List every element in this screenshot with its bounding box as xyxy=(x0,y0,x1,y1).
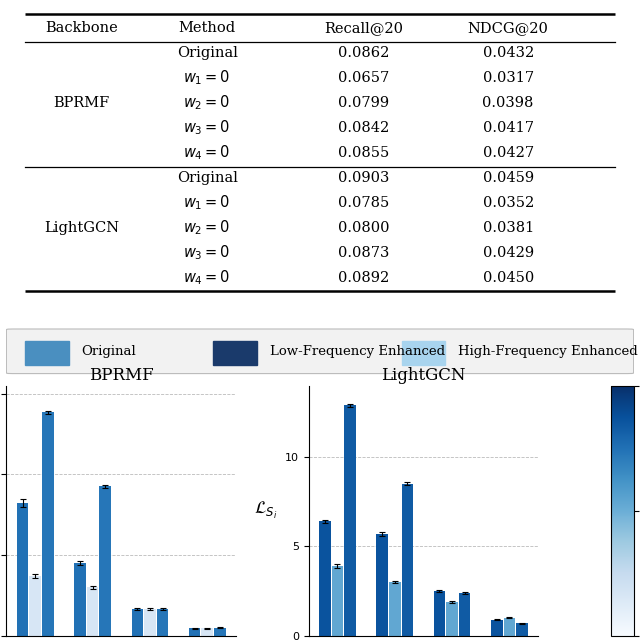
Bar xyxy=(25,341,69,365)
Text: 0.0873: 0.0873 xyxy=(338,246,390,260)
Text: 0.0785: 0.0785 xyxy=(339,196,390,210)
Bar xyxy=(332,566,343,636)
Text: 0.0903: 0.0903 xyxy=(338,171,390,185)
Text: Recall@20: Recall@20 xyxy=(324,21,403,35)
Bar xyxy=(157,609,168,636)
Text: $w_2 = 0$: $w_2 = 0$ xyxy=(184,94,231,112)
Bar xyxy=(213,341,257,365)
Text: 0.0317: 0.0317 xyxy=(483,71,534,85)
Bar xyxy=(17,503,28,636)
Text: 0.0429: 0.0429 xyxy=(483,246,534,260)
Bar xyxy=(434,591,445,636)
Text: 0.0892: 0.0892 xyxy=(339,271,390,284)
Bar xyxy=(401,341,445,365)
Text: Original: Original xyxy=(82,345,136,358)
Text: 0.0450: 0.0450 xyxy=(483,271,534,284)
Bar xyxy=(459,593,470,636)
Text: $w_1 = 0$: $w_1 = 0$ xyxy=(184,69,231,87)
Text: NDCG@20: NDCG@20 xyxy=(468,21,548,35)
Bar xyxy=(401,484,413,636)
Text: $w_4 = 0$: $w_4 = 0$ xyxy=(184,268,231,287)
Text: 0.0417: 0.0417 xyxy=(483,121,534,135)
Text: 0.0842: 0.0842 xyxy=(339,121,390,135)
Title: LightGCN: LightGCN xyxy=(381,367,466,384)
Bar xyxy=(29,576,41,636)
Text: $w_4 = 0$: $w_4 = 0$ xyxy=(184,144,231,162)
Y-axis label: $\mathcal{L}_{S_i}$: $\mathcal{L}_{S_i}$ xyxy=(253,500,277,521)
Text: LightGCN: LightGCN xyxy=(44,221,119,235)
Bar xyxy=(87,587,99,636)
Bar xyxy=(144,609,156,636)
Text: 0.0459: 0.0459 xyxy=(483,171,534,185)
Text: 0.0398: 0.0398 xyxy=(483,96,534,110)
Bar xyxy=(319,521,331,636)
Text: High-Frequency Enhanced: High-Frequency Enhanced xyxy=(458,345,637,358)
Text: Low-Frequency Enhanced: Low-Frequency Enhanced xyxy=(270,345,445,358)
Text: 0.0432: 0.0432 xyxy=(483,46,534,60)
Text: 0.0381: 0.0381 xyxy=(483,221,534,235)
Text: 0.0799: 0.0799 xyxy=(339,96,390,110)
Bar xyxy=(202,629,213,636)
Text: 0.0352: 0.0352 xyxy=(483,196,534,210)
Text: $w_2 = 0$: $w_2 = 0$ xyxy=(184,218,231,237)
Text: $w_1 = 0$: $w_1 = 0$ xyxy=(184,193,231,212)
Text: $w_3 = 0$: $w_3 = 0$ xyxy=(184,119,231,137)
Text: BPRMF: BPRMF xyxy=(54,96,110,110)
Bar xyxy=(389,582,401,636)
Bar xyxy=(99,487,111,636)
Text: Method: Method xyxy=(179,21,236,35)
Text: Original: Original xyxy=(177,171,237,185)
Text: 0.0855: 0.0855 xyxy=(339,146,390,160)
Text: 0.0862: 0.0862 xyxy=(338,46,390,60)
Bar xyxy=(344,405,356,636)
Bar xyxy=(189,629,200,636)
Title: BPRMF: BPRMF xyxy=(89,367,154,384)
Bar xyxy=(214,627,226,636)
Bar xyxy=(42,412,54,636)
Text: 0.0657: 0.0657 xyxy=(339,71,390,85)
Text: Original: Original xyxy=(177,46,237,60)
Text: 0.0427: 0.0427 xyxy=(483,146,534,160)
Bar xyxy=(491,620,502,636)
Bar xyxy=(132,609,143,636)
Bar xyxy=(376,534,388,636)
Bar xyxy=(504,618,515,636)
Bar xyxy=(446,602,458,636)
FancyBboxPatch shape xyxy=(6,329,634,374)
Text: 0.0800: 0.0800 xyxy=(338,221,390,235)
Text: Backbone: Backbone xyxy=(45,21,118,35)
Text: $w_3 = 0$: $w_3 = 0$ xyxy=(184,243,231,262)
Bar xyxy=(74,563,86,636)
Bar xyxy=(516,623,528,636)
